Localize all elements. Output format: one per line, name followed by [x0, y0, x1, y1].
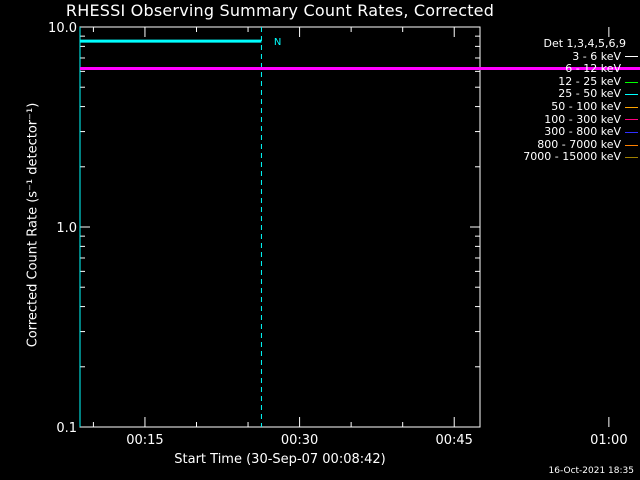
- legend-item: 100 - 300 keV: [478, 112, 638, 127]
- legend-item: 50 - 100 keV: [478, 99, 638, 114]
- legend-label: 25 - 50 keV: [558, 87, 621, 101]
- legend-swatch: [625, 119, 638, 121]
- legend-swatch: [625, 144, 638, 146]
- legend-swatch: [625, 106, 638, 108]
- y-tick-label: 0.1: [56, 421, 77, 436]
- chart-title: RHESSI Observing Summary Count Rates, Co…: [65, 1, 495, 20]
- legend-label: 12 - 25 keV: [558, 74, 621, 88]
- y-tick-label: 1.0: [56, 221, 77, 236]
- legend-swatch: [625, 131, 638, 133]
- legend-swatch: [625, 68, 638, 70]
- legend-swatch: [625, 94, 638, 96]
- legend-label: 100 - 300 keV: [544, 112, 621, 126]
- legend: Det 1,3,4,5,6,9 3 - 6 keV 6 - 12 keV 12 - …: [478, 37, 638, 164]
- x-tick-label: 00:15: [126, 433, 163, 448]
- legend-label: 800 - 7000 keV: [537, 137, 621, 151]
- generated-timestamp: 16-Oct-2021 18:35: [548, 466, 634, 476]
- legend-label: 6 - 12 keV: [565, 62, 621, 76]
- x-tick-label: 00:45: [435, 433, 472, 448]
- legend-item: 3 - 6 keV: [478, 49, 638, 64]
- legend-label: 50 - 100 keV: [551, 99, 621, 113]
- legend-label: 7000 - 15000 keV: [523, 150, 621, 164]
- legend-item: 7000 - 15000 keV: [478, 151, 638, 164]
- legend-swatch: [625, 157, 638, 159]
- legend-label: 3 - 6 keV: [572, 49, 621, 63]
- legend-item: 12 - 25 keV: [478, 74, 638, 89]
- legend-item: 300 - 800 keV: [478, 126, 638, 139]
- legend-item: 6 - 12 keV: [478, 63, 638, 76]
- x-tick-label: 01:00: [590, 433, 627, 448]
- plot-frame: [79, 26, 481, 428]
- y-tick-label: 10.0: [48, 21, 77, 36]
- legend-label: 300 - 800 keV: [544, 125, 621, 139]
- legend-item: 25 - 50 keV: [478, 88, 638, 101]
- legend-swatch: [625, 81, 638, 83]
- x-axis-label: Start Time (30-Sep-07 00:08:42): [174, 452, 386, 467]
- legend-item: 800 - 7000 keV: [478, 137, 638, 152]
- legend-title: Det 1,3,4,5,6,9: [543, 37, 626, 50]
- x-tick-label: 00:30: [281, 433, 318, 448]
- legend-swatch: [625, 56, 638, 58]
- flag-annotation: N: [274, 37, 281, 48]
